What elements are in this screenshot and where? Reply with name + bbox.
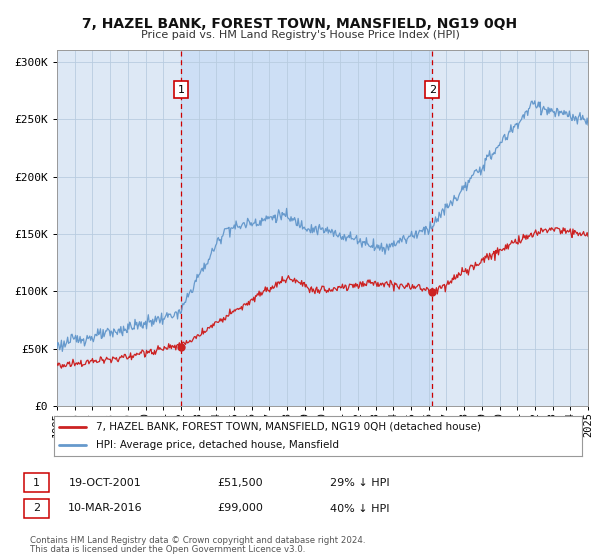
Text: £51,500: £51,500 — [217, 478, 263, 488]
Text: 40% ↓ HPI: 40% ↓ HPI — [330, 503, 390, 514]
Text: 10-MAR-2016: 10-MAR-2016 — [68, 503, 142, 514]
Text: This data is licensed under the Open Government Licence v3.0.: This data is licensed under the Open Gov… — [30, 545, 305, 554]
Text: 1: 1 — [178, 85, 184, 95]
Text: 1: 1 — [33, 478, 40, 488]
Bar — [181, 50, 432, 406]
Text: 2: 2 — [428, 85, 436, 95]
Text: 19-OCT-2001: 19-OCT-2001 — [68, 478, 142, 488]
Text: 7, HAZEL BANK, FOREST TOWN, MANSFIELD, NG19 0QH: 7, HAZEL BANK, FOREST TOWN, MANSFIELD, N… — [82, 16, 518, 30]
Text: HPI: Average price, detached house, Mansfield: HPI: Average price, detached house, Mans… — [96, 440, 339, 450]
Text: 7, HAZEL BANK, FOREST TOWN, MANSFIELD, NG19 0QH (detached house): 7, HAZEL BANK, FOREST TOWN, MANSFIELD, N… — [96, 422, 481, 432]
Text: 29% ↓ HPI: 29% ↓ HPI — [330, 478, 390, 488]
Text: Contains HM Land Registry data © Crown copyright and database right 2024.: Contains HM Land Registry data © Crown c… — [30, 536, 365, 545]
Text: 2: 2 — [33, 503, 40, 514]
Text: Price paid vs. HM Land Registry's House Price Index (HPI): Price paid vs. HM Land Registry's House … — [140, 30, 460, 40]
Text: £99,000: £99,000 — [217, 503, 263, 514]
